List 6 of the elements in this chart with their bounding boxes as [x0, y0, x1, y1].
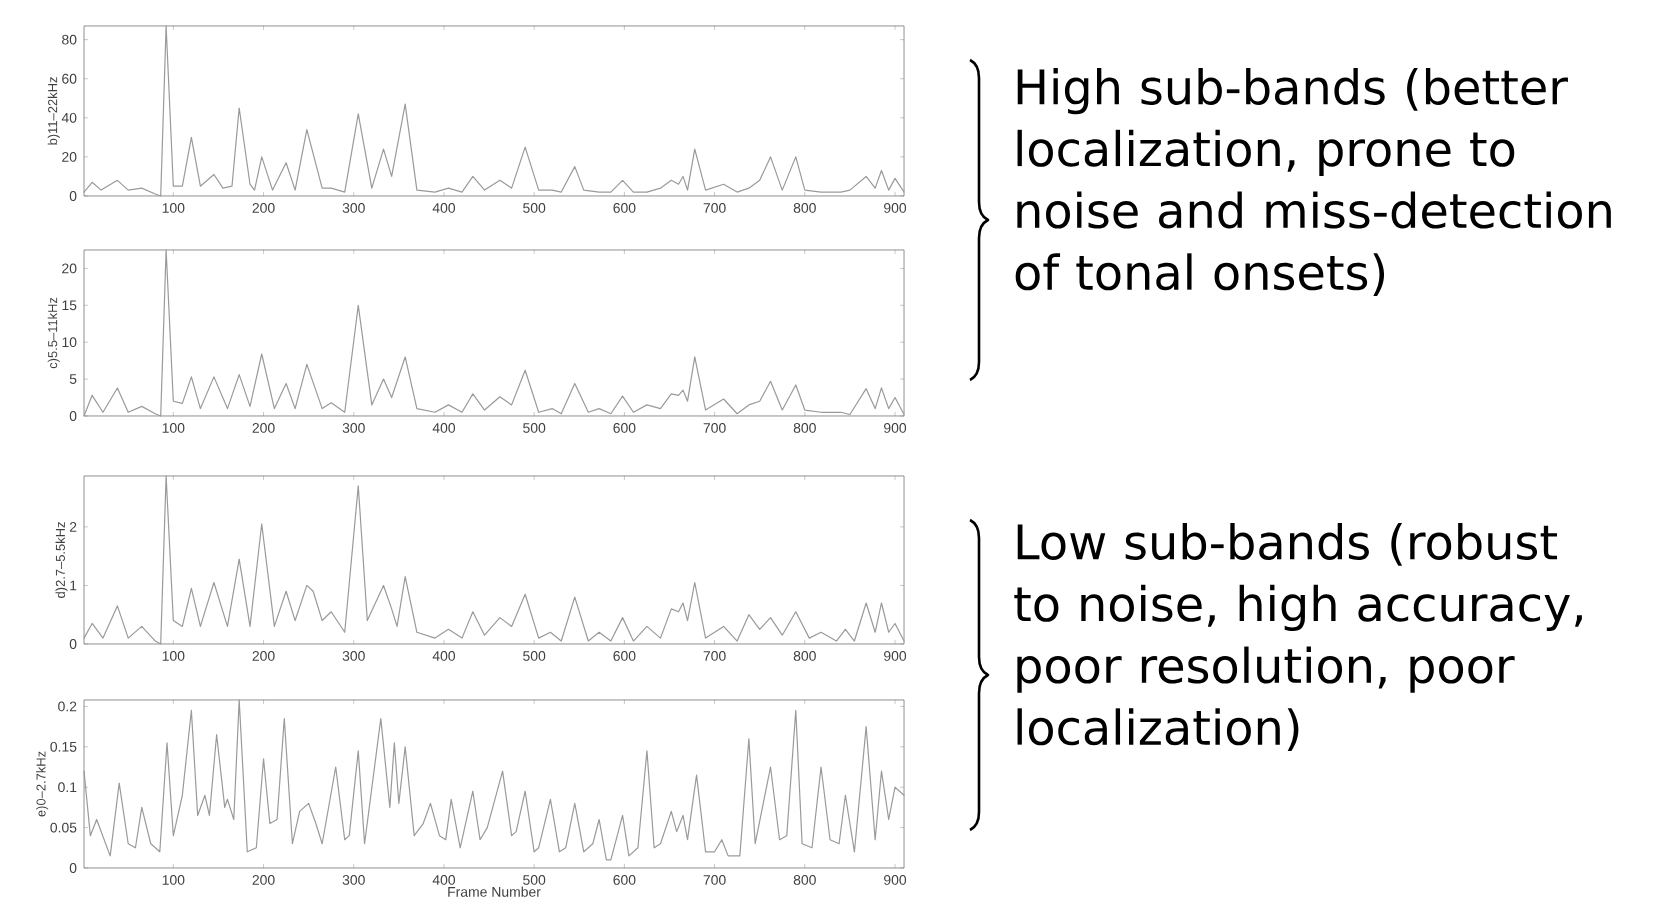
line-series: [83, 25, 905, 197]
text: High sub-bands (better localization, prone to noise and miss-detection of tonal onsets): [1015, 68, 1611, 296]
text: Low sub-bands (robust to noise, high accuracy, poor resolution, poor localization): [1014, 523, 1582, 751]
line-series: [83, 249, 905, 417]
line-series: [83, 475, 905, 645]
line-series: [83, 699, 905, 861]
